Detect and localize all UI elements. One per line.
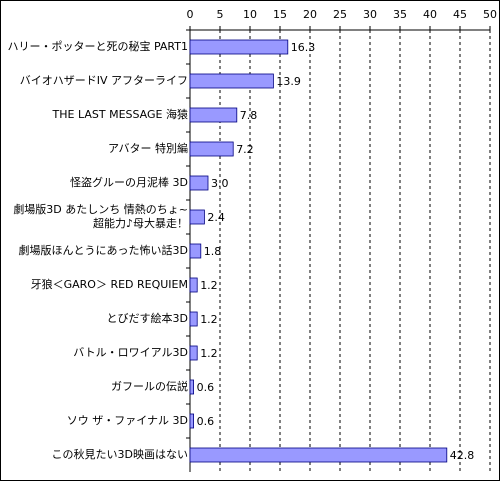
bar (189, 209, 205, 225)
bar (189, 379, 194, 395)
y-tick-label: ソウ ザ・ファイナル 3D (66, 414, 188, 427)
y-tick-label: バイオハザードIV アフターライフ (19, 74, 188, 87)
data-label: 7.2 (236, 143, 254, 156)
x-tick-label: 40 (423, 8, 437, 21)
bar (189, 175, 209, 191)
y-tick-label: とびだす絵本3D (106, 312, 188, 325)
bar (189, 311, 198, 327)
x-tick-label: 45 (453, 8, 467, 21)
data-label: 2.4 (207, 211, 225, 224)
y-tick-label: ハリー・ポッターと死の秘宝 PART1 (7, 40, 188, 53)
data-label: 42.8 (450, 449, 475, 462)
bar (189, 345, 198, 361)
x-tick-label: 30 (363, 8, 377, 21)
y-tick-label: この秋見たい3D映画はない (51, 448, 188, 461)
data-label: 1.8 (204, 245, 222, 258)
y-tick-label: アバター 特別編 (107, 142, 188, 155)
x-tick-label: 35 (393, 8, 407, 21)
x-tick-label: 25 (333, 8, 347, 21)
bar (189, 73, 274, 89)
data-label: 1.2 (200, 279, 218, 292)
y-tick-label: 怪盗グルーの月泥棒 3D (70, 176, 188, 189)
y-tick-label: THE LAST MESSAGE 海猿 (52, 108, 188, 121)
bar (189, 413, 194, 429)
data-label: 0.6 (197, 381, 215, 394)
data-label: 0.6 (197, 415, 215, 428)
bar (189, 447, 448, 463)
data-label: 1.2 (200, 313, 218, 326)
y-tick-label: ガフールの伝説 (111, 380, 188, 393)
x-tick-label: 10 (243, 8, 257, 21)
data-label: 1.2 (200, 347, 218, 360)
y-tick-label: バトル・ロワイアル3D (73, 346, 188, 359)
bar (189, 107, 238, 123)
x-tick-label: 15 (273, 8, 287, 21)
x-tick-label: 5 (217, 8, 224, 21)
x-tick-label: 50 (483, 8, 497, 21)
y-tick-label: 牙狼＜GARO＞ RED REQUIEM (30, 278, 188, 291)
y-tick-label: 劇場版3D あたしンち 情熱のちょ~ 超能力♪母大暴走！ (13, 203, 188, 230)
y-tick-label: 劇場版ほんとうにあった怖い話3D (18, 244, 188, 257)
data-label: 16.3 (291, 41, 316, 54)
data-label: 7.8 (240, 109, 257, 122)
data-label: 3.0 (211, 177, 229, 190)
data-label: 13.9 (276, 75, 301, 88)
bar (189, 243, 202, 259)
x-tick-label: 20 (303, 8, 317, 21)
bar (189, 277, 198, 293)
bar (189, 141, 234, 157)
bar (189, 39, 289, 55)
x-tick-label: 0 (187, 8, 194, 21)
